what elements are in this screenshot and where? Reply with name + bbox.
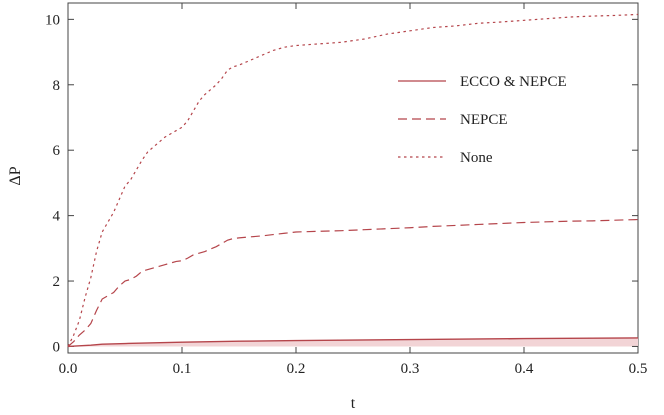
x-axis-label: t	[351, 395, 356, 412]
axis-tick-labels: 0.0 0.1 0.2 0.3 0.4 0.5 0 2 4 6 8 10	[45, 12, 647, 377]
y-tick-label: 2	[53, 274, 61, 290]
y-tick-label: 10	[45, 12, 60, 28]
y-axis-label: ΔP	[7, 166, 24, 185]
axis-ticks	[67, 3, 639, 353]
series-line-dashed	[67, 218, 639, 347]
plot-frame	[67, 2, 639, 354]
x-tick-label: 0.2	[287, 361, 306, 377]
y-tick-label: 6	[53, 143, 61, 159]
series-line-solid	[67, 337, 639, 348]
x-tick-label: 0.5	[629, 361, 648, 377]
legend-label: NEPCE	[460, 112, 508, 128]
series-layer	[67, 13, 639, 348]
legend-label: None	[460, 150, 493, 166]
y-tick-label: 8	[53, 78, 61, 94]
ecco-nepce-shaded-band	[68, 337, 638, 347]
series-line-dotted	[67, 13, 639, 347]
x-tick-label: 0.1	[173, 361, 192, 377]
legend-label: ECCO & NEPCE	[460, 74, 567, 90]
legend: ECCO & NEPCE NEPCE None	[398, 74, 567, 166]
y-tick-label: 4	[53, 209, 61, 225]
x-tick-label: 0.4	[515, 361, 534, 377]
x-tick-label: 0.3	[401, 361, 420, 377]
x-tick-label: 0.0	[59, 361, 78, 377]
y-tick-label: 0	[53, 339, 61, 355]
